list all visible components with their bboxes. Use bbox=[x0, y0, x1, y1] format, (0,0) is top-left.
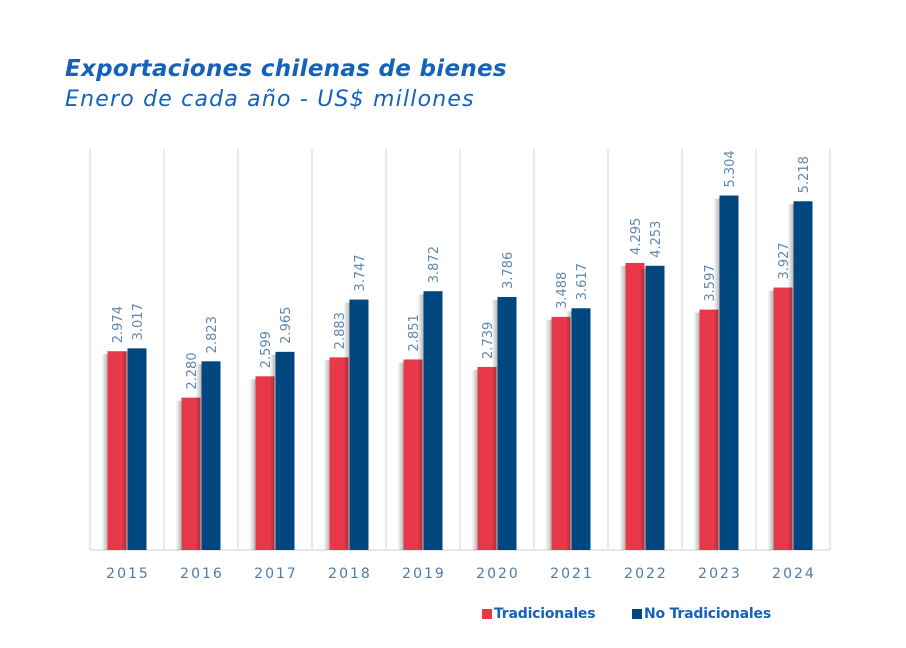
legend: Tradicionales No Tradicionales bbox=[0, 606, 906, 626]
x-tick-label: 2022 bbox=[624, 566, 668, 582]
data-labels: 2.974 3.017 2.280 2.823 2.599 2.965 2.883 3.747… bbox=[111, 150, 812, 389]
bar-shadow bbox=[175, 400, 182, 550]
legend-item-tradicionales[interactable]: Tradicionales bbox=[482, 606, 596, 622]
data-label: 3.872 bbox=[427, 246, 442, 283]
data-label: 2.599 bbox=[259, 331, 274, 368]
bar-shadow bbox=[417, 294, 424, 550]
legend-swatch-no-tradicionales bbox=[632, 609, 642, 619]
x-tick-label: 2019 bbox=[402, 566, 446, 582]
bar-shadow bbox=[249, 379, 256, 550]
bar-shadow bbox=[565, 311, 572, 550]
legend-label-no-tradicionales: No Tradicionales bbox=[644, 606, 771, 622]
bar-shadow bbox=[545, 319, 552, 550]
data-label: 3.786 bbox=[501, 252, 516, 289]
grid-lines bbox=[89, 149, 831, 551]
bars bbox=[101, 195, 813, 551]
chart-subtitle: Enero de cada año - US$ millones bbox=[65, 87, 475, 112]
data-label: 2.823 bbox=[205, 316, 220, 353]
x-axis-ticks: 2015 2016 2017 2018 2019 2020 2021 2022 2023 2024 bbox=[106, 566, 816, 582]
chart-title: Exportaciones chilenas de bienes bbox=[65, 56, 507, 82]
bar-shadow bbox=[269, 354, 276, 550]
data-label: 3.017 bbox=[131, 303, 146, 340]
bar-shadow bbox=[767, 290, 774, 550]
bar-no-tradicionales-2015 bbox=[127, 348, 147, 550]
bar-shadow bbox=[323, 360, 330, 550]
bar-shadow bbox=[787, 204, 794, 550]
bar-no-tradicionales-2023 bbox=[719, 195, 739, 551]
data-label: 4.253 bbox=[649, 221, 664, 258]
data-label: 4.295 bbox=[629, 218, 644, 255]
x-tick-label: 2017 bbox=[254, 566, 298, 582]
data-label: 2.280 bbox=[185, 352, 200, 389]
legend-item-no-tradicionales[interactable]: No Tradicionales bbox=[632, 606, 771, 622]
data-label: 2.974 bbox=[111, 306, 126, 343]
data-label: 2.739 bbox=[481, 322, 496, 359]
bar-shadow bbox=[121, 351, 128, 550]
bar-no-tradicionales-2019 bbox=[423, 291, 443, 550]
bar-no-tradicionales-2020 bbox=[497, 296, 517, 550]
x-tick-label: 2020 bbox=[476, 566, 520, 582]
x-tick-label: 2021 bbox=[550, 566, 594, 582]
data-label: 2.851 bbox=[407, 314, 422, 351]
bar-no-tradicionales-2017 bbox=[275, 351, 295, 550]
bar-shadow bbox=[639, 268, 646, 550]
data-label: 3.617 bbox=[575, 263, 590, 300]
x-tick-label: 2023 bbox=[698, 566, 742, 582]
bar-shadow bbox=[713, 198, 720, 551]
x-tick-label: 2024 bbox=[772, 566, 816, 582]
data-label: 3.747 bbox=[353, 254, 368, 291]
bar-no-tradicionales-2018 bbox=[349, 299, 369, 550]
bar-shadow bbox=[397, 362, 404, 550]
bar-no-tradicionales-2016 bbox=[201, 361, 221, 550]
data-label: 5.304 bbox=[723, 150, 738, 187]
data-label: 3.488 bbox=[555, 272, 570, 309]
bar-shadow bbox=[619, 265, 626, 550]
bar-shadow bbox=[693, 312, 700, 550]
legend-label-tradicionales: Tradicionales bbox=[494, 606, 596, 622]
bar-shadow bbox=[101, 354, 108, 550]
bar-no-tradicionales-2022 bbox=[645, 265, 665, 550]
data-label: 3.927 bbox=[777, 242, 792, 279]
x-tick-label: 2016 bbox=[180, 566, 224, 582]
bar-no-tradicionales-2024 bbox=[793, 201, 813, 550]
bar-shadow bbox=[195, 364, 202, 550]
data-label: 3.597 bbox=[703, 264, 718, 301]
data-label: 2.965 bbox=[279, 307, 294, 344]
bar-no-tradicionales-2021 bbox=[571, 308, 591, 550]
x-tick-label: 2018 bbox=[328, 566, 372, 582]
data-label: 2.883 bbox=[333, 312, 348, 349]
bar-shadow bbox=[343, 302, 350, 550]
bar-shadow bbox=[471, 369, 478, 550]
data-label: 5.218 bbox=[797, 156, 812, 193]
legend-swatch-tradicionales bbox=[482, 609, 492, 619]
bar-shadow bbox=[491, 299, 498, 550]
x-tick-label: 2015 bbox=[106, 566, 150, 582]
